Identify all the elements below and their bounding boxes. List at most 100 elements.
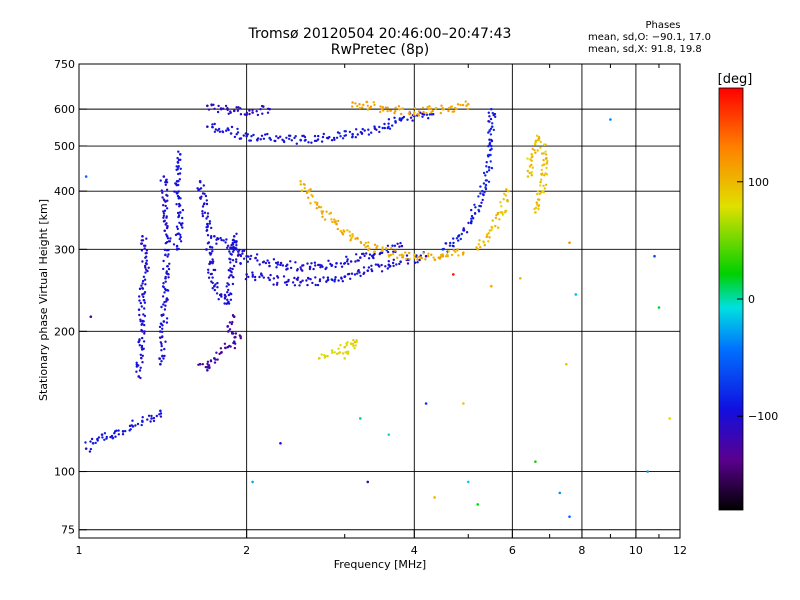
colorbar-tick-label: 0 — [748, 293, 755, 306]
data-point — [399, 260, 402, 264]
data-point — [208, 262, 211, 266]
data-point — [491, 226, 494, 229]
data-point — [505, 188, 508, 191]
data-point — [500, 205, 503, 208]
data-point — [356, 236, 359, 240]
data-point — [243, 249, 246, 252]
data-point — [381, 105, 385, 109]
data-point — [176, 161, 180, 164]
data-point — [199, 181, 202, 184]
data-point — [229, 261, 232, 264]
data-point — [425, 111, 428, 115]
data-point — [351, 342, 355, 346]
data-point — [364, 241, 368, 245]
x-tick-label: 10 — [629, 544, 643, 557]
data-point — [264, 133, 267, 136]
data-point — [288, 137, 291, 141]
data-point — [165, 298, 168, 301]
data-point — [447, 109, 450, 113]
data-point — [558, 491, 562, 495]
data-point — [115, 429, 118, 432]
data-point — [346, 341, 349, 344]
data-point — [345, 255, 348, 258]
data-point — [386, 244, 390, 247]
data-point — [399, 241, 402, 245]
data-point — [219, 351, 223, 354]
data-point — [162, 320, 166, 323]
data-point — [224, 295, 227, 298]
data-point — [237, 250, 240, 253]
data-point — [343, 345, 347, 349]
data-point — [540, 172, 543, 176]
data-point — [207, 241, 211, 244]
data-point — [289, 260, 292, 263]
data-point — [341, 137, 345, 140]
data-point — [398, 108, 401, 111]
data-point — [464, 100, 467, 103]
data-point — [176, 156, 179, 160]
data-point — [427, 252, 430, 255]
data-point — [309, 202, 312, 205]
data-point — [205, 202, 209, 206]
data-point — [482, 241, 486, 244]
data-point — [449, 105, 453, 109]
data-point — [181, 216, 184, 220]
data-point — [526, 157, 529, 160]
data-point — [317, 134, 320, 138]
data-point — [209, 236, 213, 240]
data-point — [206, 215, 209, 218]
data-point — [162, 214, 166, 217]
data-point — [491, 111, 494, 115]
data-point — [206, 222, 209, 226]
phase-colorbar: [deg] 100 0 −100 — [718, 72, 778, 511]
data-point — [143, 323, 146, 327]
data-point — [258, 263, 261, 266]
data-point — [266, 111, 270, 114]
data-point — [255, 138, 259, 141]
data-point — [159, 179, 162, 182]
data-point — [255, 253, 259, 256]
data-point — [490, 166, 494, 170]
data-point — [201, 214, 205, 218]
data-point — [227, 302, 231, 305]
data-point — [241, 252, 244, 255]
data-point — [389, 264, 392, 268]
data-point — [145, 249, 149, 252]
data-point — [406, 118, 409, 121]
series-o-low-blob — [197, 314, 242, 372]
data-point — [336, 352, 339, 355]
data-point — [176, 232, 179, 236]
data-point — [141, 361, 144, 364]
data-point — [231, 320, 234, 324]
data-point — [363, 254, 366, 258]
data-point — [303, 187, 306, 190]
data-point — [140, 323, 143, 326]
data-point — [343, 357, 347, 360]
data-point — [318, 278, 322, 281]
data-point — [212, 260, 215, 263]
data-point — [383, 126, 386, 130]
data-point — [229, 298, 233, 301]
data-point — [229, 345, 232, 348]
data-point — [319, 266, 322, 269]
data-point — [546, 159, 549, 163]
data-point — [396, 256, 399, 259]
data-point — [177, 190, 180, 193]
data-point — [487, 120, 490, 123]
data-point — [475, 246, 478, 249]
data-point — [178, 205, 181, 208]
data-point — [483, 244, 486, 247]
data-point — [540, 178, 543, 181]
data-point — [91, 441, 95, 445]
data-point — [165, 271, 168, 275]
data-point — [315, 203, 319, 206]
data-point — [363, 129, 366, 132]
y-tick-label: 400 — [54, 185, 75, 198]
data-point — [206, 360, 210, 363]
data-point — [166, 265, 169, 268]
data-point — [447, 106, 451, 110]
data-point — [518, 276, 522, 280]
data-point — [137, 340, 140, 344]
data-point — [646, 470, 650, 473]
data-point — [100, 433, 104, 436]
